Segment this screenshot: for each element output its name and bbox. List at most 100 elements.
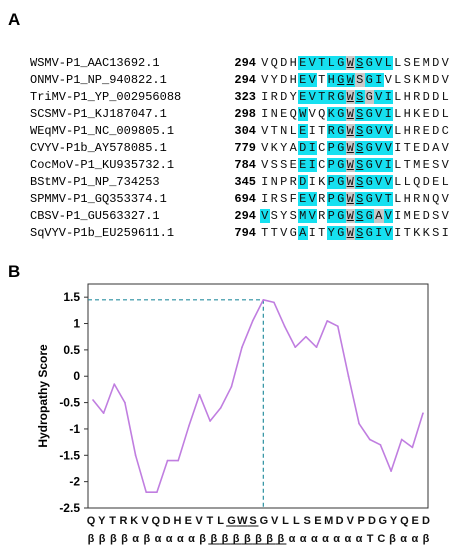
residue: Q (270, 55, 278, 70)
alignment-row: ONMV-P1_NP_940822.1 294 V Y D H E V T H G W S G I V L S K M… (30, 71, 450, 88)
residue: W (345, 123, 355, 138)
residue: V (383, 225, 393, 240)
sequence-start-position: 298 (234, 106, 256, 121)
residue: L (394, 123, 402, 138)
residue: W (345, 72, 355, 87)
residue: R (413, 191, 421, 206)
sequence-name: CVYV-P1b_AY578085.1 (30, 140, 167, 155)
residue: G (364, 225, 374, 240)
residue: S (355, 174, 365, 189)
sequence-label-char: Y (390, 515, 398, 527)
residue: H (289, 55, 297, 70)
residue: L (383, 55, 393, 70)
y-tick-label: -1.5 (59, 448, 80, 462)
hydropathy-point (400, 438, 403, 441)
hydropathy-point (326, 320, 328, 322)
hydropathy-series-line (92, 298, 424, 493)
residue: K (326, 106, 336, 121)
residue: I (307, 157, 317, 172)
sequence-label-char: Q (87, 515, 96, 527)
residue: M (298, 208, 308, 223)
residue: E (298, 157, 308, 172)
residue: I (441, 225, 449, 240)
residue: G (336, 208, 346, 223)
residue: S (355, 89, 365, 104)
sequence-start-position: 794 (234, 225, 256, 240)
sequence-start-position: 294 (234, 208, 256, 223)
sequence-start-position: 779 (234, 140, 256, 155)
residue: I (383, 106, 393, 121)
sequence-label-char: V (271, 515, 279, 527)
residue: G (364, 174, 374, 189)
residue: G (364, 157, 374, 172)
residue: S (355, 208, 365, 223)
hydropathy-point (368, 438, 371, 441)
residue: D (422, 174, 430, 189)
residue: V (441, 208, 449, 223)
hydropathy-point (241, 346, 243, 349)
secondary-structure-label-char: β (222, 533, 229, 545)
sequence-name: SCSMV-P1_KJ187047.1 (30, 106, 167, 121)
residue: G (364, 89, 374, 104)
residue: A (374, 208, 384, 223)
secondary-structure-label-char: β (210, 533, 217, 545)
residue: M (422, 55, 430, 70)
residue: I (394, 208, 402, 223)
residue: V (441, 55, 449, 70)
secondary-structure-label-char: α (356, 533, 363, 545)
secondary-structure-label-char: α (300, 533, 307, 545)
secondary-structure-label-char: α (411, 533, 418, 545)
y-tick-label: 1.5 (63, 290, 80, 304)
residue: L (394, 106, 402, 121)
residue: G (336, 89, 346, 104)
residue: V (383, 140, 393, 155)
residue: P (326, 208, 336, 223)
sequence-label-char: D (422, 515, 430, 527)
sequence-label-char: E (314, 515, 321, 527)
residue: S (280, 157, 288, 172)
residue: S (355, 140, 365, 155)
hydropathy-point (422, 412, 424, 414)
residue: S (355, 225, 365, 240)
residue: N (270, 106, 278, 121)
residue: W (298, 106, 308, 121)
alignment-row: SqVYV-P1b_EU259611.1 794 T T V G A I T Y G W S G I V I T K… (30, 224, 450, 241)
hydropathy-point (156, 491, 158, 493)
hydropathy-point (102, 412, 105, 414)
hydropathy-point (145, 491, 148, 493)
residue: V (374, 140, 384, 155)
residue: S (432, 208, 440, 223)
residue: G (336, 140, 346, 155)
panel-a-label: A (8, 10, 21, 29)
residue: D (432, 55, 440, 70)
residue: D (422, 208, 430, 223)
alignment-row: SPMMV-P1_GQ353374.1 694 I R S F E V R P G W S G V T L H R N… (30, 190, 450, 207)
y-axis-label: Hydropathy Score (36, 344, 50, 448)
residue: P (326, 174, 336, 189)
residue: R (326, 89, 336, 104)
residue: V (261, 55, 269, 70)
hydropathy-point (113, 383, 116, 385)
hydropathy-point (166, 459, 169, 462)
residue: E (422, 157, 430, 172)
sequence-label-char: Q (152, 515, 161, 527)
sequence-label-char: V (195, 515, 203, 527)
residue: H (403, 106, 411, 121)
residue: Y (270, 72, 278, 87)
residue: V (261, 157, 269, 172)
residue: I (261, 106, 269, 121)
residue: C (318, 157, 326, 172)
residue: K (413, 106, 421, 121)
hydropathy-point (315, 346, 318, 349)
residue: G (336, 174, 346, 189)
secondary-structure-label-char: β (99, 533, 106, 545)
residue: V (383, 174, 393, 189)
residue: S (355, 55, 365, 70)
residue: I (308, 174, 316, 189)
residue: I (261, 89, 269, 104)
sequence-start-position: 323 (234, 89, 256, 104)
